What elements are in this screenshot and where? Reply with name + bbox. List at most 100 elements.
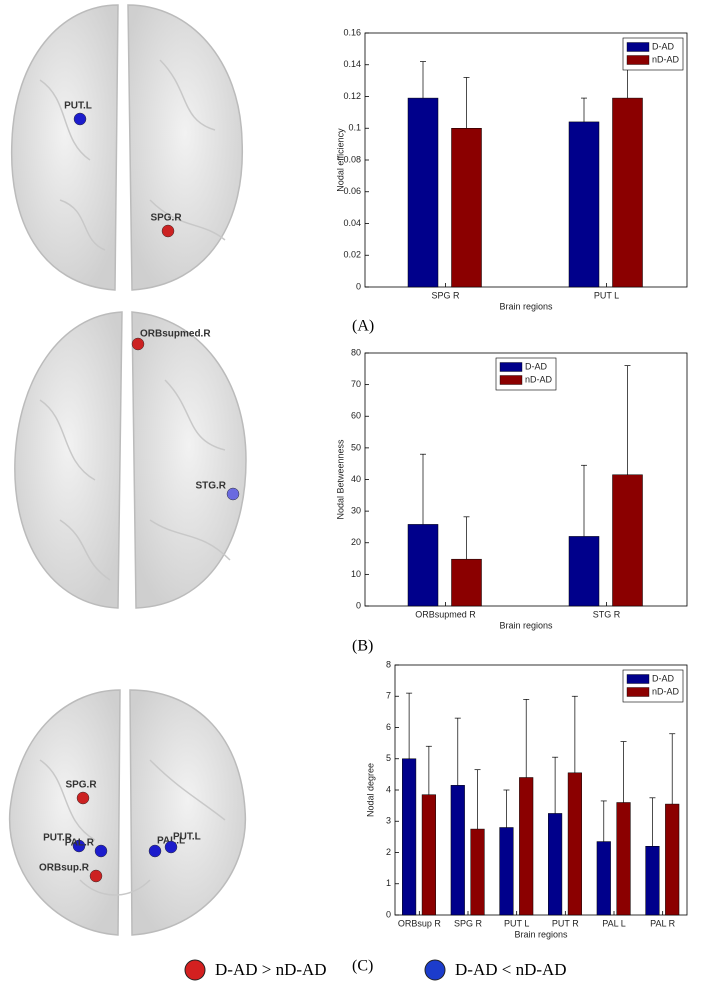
error-bar <box>620 741 627 803</box>
bar <box>612 97 643 288</box>
x-axis-label: Brain regions <box>499 301 553 311</box>
y-tick-label: 50 <box>351 442 361 452</box>
node-label: STG.R <box>195 481 226 492</box>
brain-node <box>94 844 108 858</box>
legend-swatch <box>626 55 650 65</box>
legend-label: nD-AD <box>525 374 553 384</box>
y-tick-label: 5 <box>386 753 391 763</box>
bar <box>548 813 563 916</box>
node-label: ORBsup.R <box>39 863 90 874</box>
error-bar <box>420 453 426 525</box>
error-bar <box>425 745 432 795</box>
error-bar <box>581 97 587 122</box>
y-tick-label: 0.1 <box>348 123 361 133</box>
error-bar <box>669 733 676 805</box>
x-tick-label: PAL R <box>650 918 676 928</box>
legend-label: D-AD <box>525 361 547 371</box>
bar <box>470 828 485 916</box>
legend-label: nD-AD <box>652 54 680 64</box>
y-tick-label: 0.16 <box>343 27 361 37</box>
brain-node <box>72 839 86 853</box>
x-tick-label: SPG R <box>454 918 483 928</box>
bar <box>665 803 680 916</box>
error-bar <box>503 789 510 828</box>
y-tick-label: 8 <box>386 659 391 669</box>
error-bar <box>406 692 413 759</box>
y-tick-label: 0 <box>356 600 361 610</box>
error-bar <box>474 769 481 830</box>
node-label: PUT.R <box>43 833 73 844</box>
legend-marker <box>424 959 446 981</box>
error-bar <box>454 717 461 786</box>
legend-swatch <box>626 687 650 697</box>
bar <box>421 794 436 916</box>
y-axis-label: Nodal degree <box>365 763 375 817</box>
legend-swatch <box>499 375 523 385</box>
error-bar <box>463 516 470 560</box>
node-label: PAL.R <box>65 838 95 849</box>
error-bar <box>571 695 578 773</box>
bar <box>407 524 439 607</box>
plot-area <box>394 664 688 916</box>
node-label: PUT.L <box>173 832 201 843</box>
bar <box>612 474 643 607</box>
y-tick-label: 0.08 <box>343 154 361 164</box>
x-tick-label: PUT R <box>552 918 579 928</box>
legend-marker <box>184 959 206 981</box>
legend-label: D-AD <box>652 41 674 51</box>
y-tick-label: 0.14 <box>343 59 361 69</box>
y-axis-label: Nodal Betweenness <box>335 439 345 520</box>
panel-label: (B) <box>352 638 373 655</box>
node-label: PUT.L <box>64 101 92 112</box>
y-tick-label: 60 <box>351 411 361 421</box>
y-tick-label: 0.12 <box>343 91 361 101</box>
bar <box>519 777 534 916</box>
legend-label: D-AD <box>652 673 674 683</box>
legend-swatch <box>626 674 650 684</box>
node-label: SPG.R <box>150 213 182 224</box>
error-bar <box>552 756 559 814</box>
legend-label: nD-AD <box>652 686 680 696</box>
y-tick-label: 6 <box>386 722 391 732</box>
bar <box>568 121 600 288</box>
brain-node <box>76 791 90 805</box>
brain-node <box>164 840 178 854</box>
bar <box>499 827 514 916</box>
error-bar <box>420 61 426 99</box>
y-tick-label: 7 <box>386 691 391 701</box>
bar <box>596 841 611 916</box>
node-label: SPG.R <box>65 780 97 791</box>
y-tick-label: 0.02 <box>343 250 361 260</box>
y-tick-label: 3 <box>386 816 391 826</box>
bar <box>451 558 482 607</box>
brain-node <box>89 869 103 883</box>
y-tick-label: 70 <box>351 379 361 389</box>
y-tick-label: 30 <box>351 506 361 516</box>
error-bar <box>649 797 656 847</box>
brain-top-2 <box>14 311 247 609</box>
y-tick-label: 10 <box>351 569 361 579</box>
y-tick-label: 0 <box>386 909 391 919</box>
error-bar <box>523 699 530 778</box>
legend-swatch <box>626 42 650 52</box>
x-tick-label: PAL L <box>602 918 626 928</box>
brain-node <box>226 487 240 501</box>
x-axis-label: Brain regions <box>499 620 553 630</box>
y-tick-label: 0.04 <box>343 218 361 228</box>
error-bar <box>581 464 587 537</box>
brain-coronal <box>8 689 247 936</box>
y-tick-label: 1 <box>386 878 391 888</box>
brain-top-1 <box>10 4 244 291</box>
brain-node <box>161 224 175 238</box>
error-bar <box>624 365 631 475</box>
error-bar <box>600 800 607 842</box>
x-tick-label: ORBsupmed R <box>415 609 476 619</box>
brain-node <box>131 337 145 351</box>
brain-node <box>73 112 87 126</box>
bar <box>568 536 600 607</box>
brain-node <box>148 844 162 858</box>
y-tick-label: 4 <box>386 784 391 794</box>
legend-label: D-AD > nD-AD <box>215 960 327 979</box>
